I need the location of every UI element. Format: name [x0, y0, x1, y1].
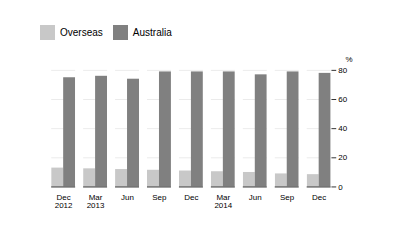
svg-text:Jun: Jun: [249, 193, 262, 202]
svg-text:Mar2013: Mar2013: [87, 193, 105, 210]
svg-text:Mar2014: Mar2014: [214, 193, 232, 210]
svg-text:Dec: Dec: [184, 193, 198, 202]
svg-text:80: 80: [338, 66, 347, 75]
svg-text:Sep: Sep: [152, 193, 167, 202]
svg-text:0: 0: [338, 182, 343, 191]
svg-text:Dec2012: Dec2012: [55, 193, 73, 210]
svg-text:Jun: Jun: [121, 193, 134, 202]
svg-text:Sep: Sep: [280, 193, 295, 202]
html-text:Overseas: Overseas: [60, 27, 103, 38]
svg-text:%: %: [346, 55, 353, 64]
svg-text:60: 60: [338, 95, 347, 104]
svg-text:40: 40: [338, 124, 347, 133]
svg-text:Dec: Dec: [312, 193, 326, 202]
html-text:Australia: Australia: [132, 27, 172, 38]
svg-text:20: 20: [338, 153, 347, 162]
